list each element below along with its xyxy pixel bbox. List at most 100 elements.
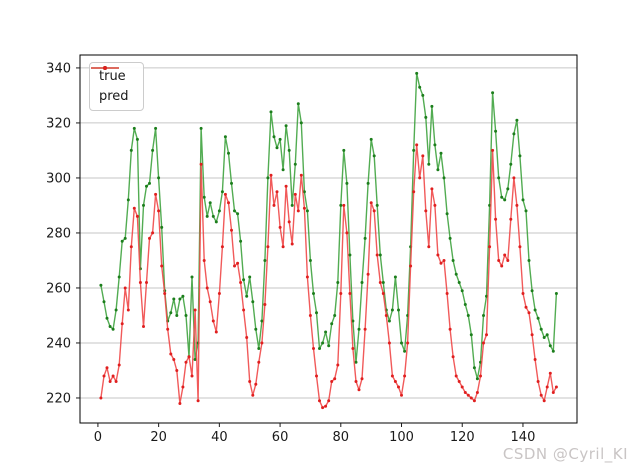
- series-true-marker: [142, 203, 145, 207]
- series-true-marker: [424, 115, 428, 119]
- series-true-marker: [169, 311, 173, 315]
- series-pred-marker: [536, 380, 540, 383]
- series-pred-marker: [227, 201, 230, 205]
- series-true-line: [100, 72, 558, 380]
- series-pred-marker: [360, 377, 364, 381]
- series-true-marker: [348, 253, 352, 257]
- series-true-marker: [296, 102, 300, 106]
- series-pred-marker: [148, 236, 151, 240]
- series-true-marker: [333, 314, 337, 317]
- series-pred-marker: [409, 264, 413, 268]
- series-pred-marker: [287, 220, 291, 224]
- series-pred-marker: [166, 327, 170, 331]
- series-true-marker: [111, 327, 115, 331]
- series-pred-marker: [533, 358, 537, 361]
- series-true-marker: [539, 327, 543, 331]
- series-pred-marker: [214, 330, 218, 334]
- series-pred-marker: [494, 217, 498, 221]
- series-pred-marker: [445, 292, 449, 295]
- series-pred-marker: [278, 225, 282, 229]
- series-pred-marker: [260, 341, 264, 345]
- series-pred-marker: [257, 360, 261, 364]
- series-true-marker: [145, 184, 148, 188]
- series-true-marker: [281, 168, 285, 172]
- series-pred-marker: [254, 382, 258, 386]
- series-true-marker: [354, 360, 358, 364]
- series-pred-marker: [324, 404, 328, 408]
- series-pred-marker: [114, 380, 118, 383]
- series-true-marker: [515, 118, 519, 122]
- series-pred-marker: [172, 358, 176, 361]
- series-true-marker: [451, 259, 455, 262]
- series-true-marker: [521, 198, 525, 202]
- series-pred-marker: [321, 406, 325, 410]
- series-true-marker: [554, 292, 558, 295]
- series-pred-marker: [454, 374, 458, 378]
- series-pred-marker: [512, 176, 516, 180]
- series-true-marker: [290, 203, 294, 207]
- series-true-marker: [299, 121, 303, 125]
- series-pred-marker: [500, 264, 504, 268]
- series-pred-marker: [378, 281, 382, 284]
- series-true-marker: [457, 281, 461, 284]
- series-pred-marker: [327, 399, 331, 403]
- series-true-marker: [387, 319, 391, 323]
- series-true-marker: [102, 300, 106, 304]
- series-pred-marker: [102, 374, 106, 378]
- series-true-marker: [482, 314, 485, 317]
- series-pred-marker: [296, 209, 300, 213]
- series-pred-marker: [220, 245, 224, 249]
- series-true-marker: [148, 181, 151, 185]
- series-pred-marker: [542, 399, 546, 403]
- series-true-marker: [126, 198, 130, 202]
- series-true-marker: [469, 333, 473, 337]
- series-true-marker: [503, 198, 507, 202]
- plot-border: [79, 54, 578, 424]
- series-true-marker: [381, 281, 385, 284]
- y-tick-label: 240: [46, 336, 71, 351]
- x-tick-label: 40: [211, 430, 228, 445]
- series-pred-marker: [223, 192, 227, 196]
- series-true-marker: [99, 283, 103, 287]
- series-pred-marker: [233, 264, 236, 268]
- series-true-marker: [260, 319, 264, 323]
- series-true-marker: [132, 126, 136, 130]
- series-true-marker: [287, 148, 291, 152]
- series-true-marker: [275, 146, 279, 150]
- series-true-marker: [305, 209, 309, 213]
- series-pred-marker: [424, 209, 428, 213]
- series-pred-marker: [157, 209, 161, 213]
- series-true-marker: [245, 294, 249, 298]
- series-pred-marker: [372, 209, 376, 213]
- series-pred-marker: [345, 231, 349, 235]
- series-true-marker: [466, 314, 470, 317]
- series-true-marker: [223, 135, 227, 139]
- series-pred-marker: [524, 305, 528, 309]
- series-pred-marker: [442, 259, 446, 262]
- series-true-marker: [551, 349, 555, 353]
- series-true-marker: [378, 253, 382, 257]
- legend-item-pred: pred: [91, 66, 129, 103]
- legend-sample-pred-icon: [91, 66, 119, 70]
- series-pred-marker: [251, 393, 255, 397]
- y-tick-label: 340: [46, 61, 71, 76]
- series-true-marker: [293, 162, 297, 166]
- series-true-marker: [427, 162, 431, 166]
- series-true-marker: [342, 148, 346, 152]
- series-true-marker: [403, 349, 407, 353]
- series-true-marker: [518, 154, 522, 158]
- series-pred-marker: [299, 173, 303, 177]
- series-true-marker: [117, 275, 121, 279]
- series-pred-marker: [105, 366, 109, 370]
- series-true-marker: [251, 300, 255, 304]
- series-true-marker: [239, 239, 243, 243]
- series-pred-marker: [163, 292, 167, 295]
- series-pred-marker: [418, 176, 422, 180]
- legend-label-true: true: [99, 69, 126, 84]
- series-pred-marker: [312, 347, 315, 350]
- series-pred-marker: [472, 399, 476, 403]
- series-true-marker: [439, 151, 443, 155]
- x-tick-label: 120: [450, 430, 475, 445]
- series-true-marker: [190, 275, 194, 279]
- series-true-marker: [436, 168, 440, 172]
